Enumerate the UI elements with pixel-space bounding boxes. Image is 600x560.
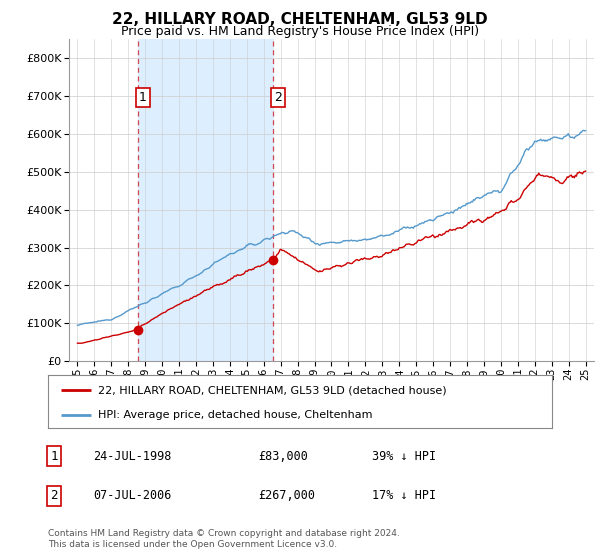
Text: 17% ↓ HPI: 17% ↓ HPI — [372, 489, 436, 502]
Text: 24-JUL-1998: 24-JUL-1998 — [93, 450, 172, 463]
Text: 22, HILLARY ROAD, CHELTENHAM, GL53 9LD (detached house): 22, HILLARY ROAD, CHELTENHAM, GL53 9LD (… — [98, 385, 447, 395]
Text: 2: 2 — [274, 91, 281, 104]
Text: £267,000: £267,000 — [258, 489, 315, 502]
Bar — [138, 39, 272, 361]
Text: 39% ↓ HPI: 39% ↓ HPI — [372, 450, 436, 463]
Text: 1: 1 — [50, 450, 58, 463]
Text: Price paid vs. HM Land Registry's House Price Index (HPI): Price paid vs. HM Land Registry's House … — [121, 25, 479, 38]
Text: 22, HILLARY ROAD, CHELTENHAM, GL53 9LD: 22, HILLARY ROAD, CHELTENHAM, GL53 9LD — [112, 12, 488, 27]
Text: 2: 2 — [50, 489, 58, 502]
Text: Contains HM Land Registry data © Crown copyright and database right 2024.
This d: Contains HM Land Registry data © Crown c… — [48, 529, 400, 549]
Text: 07-JUL-2006: 07-JUL-2006 — [93, 489, 172, 502]
Text: 1: 1 — [139, 91, 147, 104]
Text: HPI: Average price, detached house, Cheltenham: HPI: Average price, detached house, Chel… — [98, 410, 373, 420]
Text: £83,000: £83,000 — [258, 450, 308, 463]
